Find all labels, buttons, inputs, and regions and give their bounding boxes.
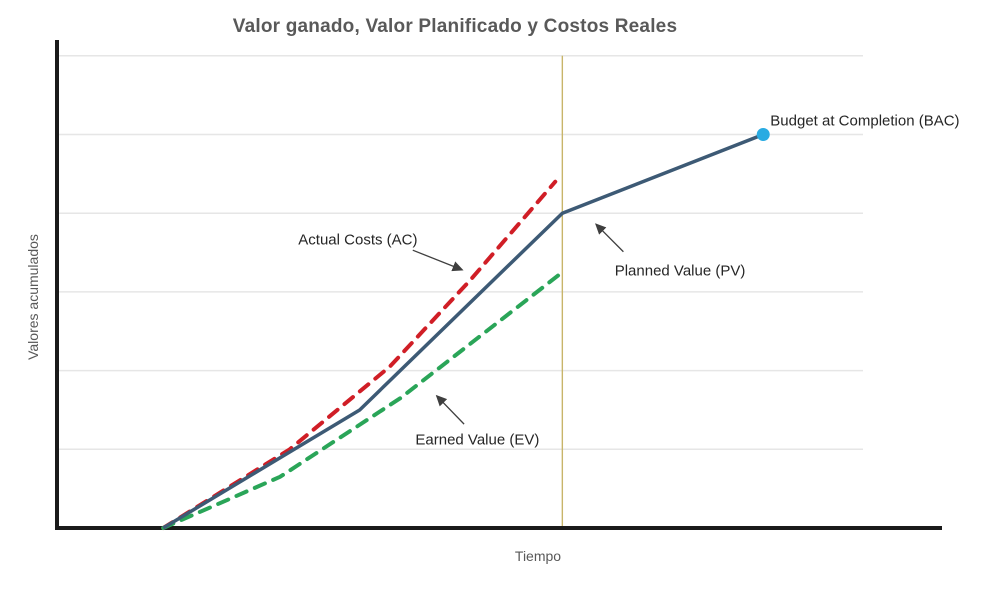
gridlines — [57, 55, 863, 451]
annotation-actual-costs: Actual Costs (AC) — [298, 231, 418, 249]
annotation-planned-value: Planned Value (PV) — [614, 262, 746, 280]
bac-data-point — [756, 128, 770, 141]
annotation-earned-value: Earned Value (EV) — [415, 431, 540, 449]
chart-title: Valor ganado, Valor Planificado y Costos… — [232, 16, 678, 37]
data-series-lines — [161, 132, 764, 530]
x-axis-label: Tiempo — [514, 548, 562, 564]
annotation-arrows — [412, 223, 624, 425]
y-axis-label: Valores acumulados — [25, 234, 41, 360]
axes — [55, 40, 942, 530]
annotation-budget-at-completion: Budget at Completion (BAC) — [770, 112, 960, 130]
